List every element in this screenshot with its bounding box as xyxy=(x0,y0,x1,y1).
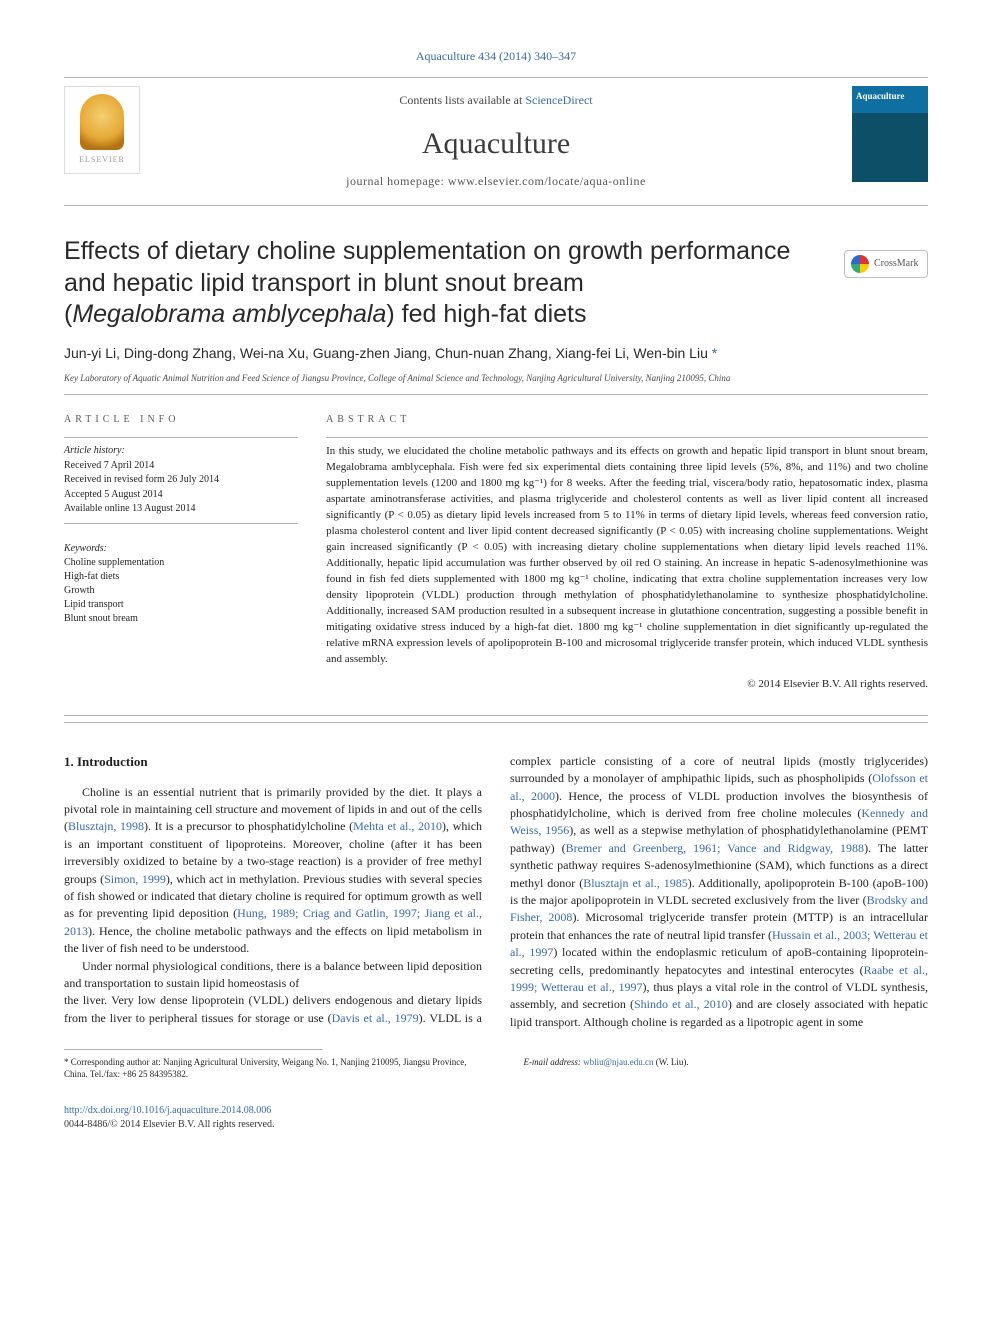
contents-line: Contents lists available at ScienceDirec… xyxy=(64,92,928,109)
citation-link[interactable]: Davis et al., 1979 xyxy=(332,1011,419,1025)
article-footer: http://dx.doi.org/10.1016/j.aquaculture.… xyxy=(64,1104,928,1132)
history-received: Received 7 April 2014 xyxy=(64,459,298,474)
history-label: Article history: xyxy=(64,444,298,459)
history-revised: Received in revised form 26 July 2014 xyxy=(64,473,298,488)
abstract-copyright: © 2014 Elsevier B.V. All rights reserved… xyxy=(326,677,928,692)
abstract-head: abstract xyxy=(326,413,928,427)
section-1-title: 1. Introduction xyxy=(64,753,482,772)
rule-double xyxy=(64,722,928,723)
history-online: Available online 13 August 2014 xyxy=(64,502,298,517)
title-line-2: and hepatic lipid transport in blunt sno… xyxy=(64,269,584,297)
affiliation: Key Laboratory of Aquatic Animal Nutriti… xyxy=(64,372,928,385)
crossmark-label: CrossMark xyxy=(874,257,918,271)
cover-caption: Aquaculture xyxy=(856,90,924,103)
crossmark-badge[interactable]: CrossMark xyxy=(844,250,928,278)
rule-abstract xyxy=(326,437,928,438)
journal-cover-thumb: Aquaculture xyxy=(852,86,928,182)
journal-homepage: journal homepage: www.elsevier.com/locat… xyxy=(64,173,928,190)
tree-icon xyxy=(80,94,124,150)
citation-link[interactable]: Simon, 1999 xyxy=(104,872,166,886)
keyword-item: Growth xyxy=(64,584,298,598)
title-line-3-suffix: ) fed high-fat diets xyxy=(386,300,586,328)
email-tail: (W. Liu). xyxy=(653,1057,688,1067)
keyword-item: Blunt snout bream xyxy=(64,612,298,626)
doi-link[interactable]: http://dx.doi.org/10.1016/j.aquaculture.… xyxy=(64,1105,271,1116)
keyword-item: Lipid transport xyxy=(64,598,298,612)
citation-link[interactable]: Blusztajn, 1998 xyxy=(68,819,144,833)
rule-top xyxy=(64,77,928,78)
citation-link[interactable]: Bremer and Greenberg, 1961; Vance and Ri… xyxy=(566,841,864,855)
homepage-url[interactable]: www.elsevier.com/locate/aqua-online xyxy=(448,174,646,188)
issn-copyright: 0044-8486/© 2014 Elsevier B.V. All right… xyxy=(64,1119,274,1130)
sciencedirect-link[interactable]: ScienceDirect xyxy=(525,93,592,107)
keyword-item: High-fat diets xyxy=(64,570,298,584)
footnotes: * Corresponding author at: Nanjing Agric… xyxy=(64,1056,928,1080)
rule-under-affil xyxy=(64,394,928,395)
body-p2: Under normal physiological conditions, t… xyxy=(64,958,482,993)
article-title: Effects of dietary choline supplementati… xyxy=(64,236,808,330)
crossmark-icon xyxy=(851,255,869,273)
author-list: Jun-yi Li, Ding-dong Zhang, Wei-na Xu, G… xyxy=(64,345,712,361)
keyword-item: Choline supplementation xyxy=(64,556,298,570)
homepage-prefix: journal homepage: xyxy=(346,174,448,188)
body-text: 1. Introduction Choline is an essential … xyxy=(64,753,928,1031)
publisher-name: ELSEVIER xyxy=(79,154,125,165)
citation-link[interactable]: Mehta et al., 2010 xyxy=(353,819,442,833)
body-p1: Choline is an essential nutrient that is… xyxy=(64,784,482,958)
history-accepted: Accepted 5 August 2014 xyxy=(64,488,298,503)
footnote-rule xyxy=(64,1049,323,1050)
rule-info-2 xyxy=(64,523,298,524)
rule-info-1 xyxy=(64,437,298,438)
journal-title: Aquaculture xyxy=(64,123,928,165)
citation-link[interactable]: Blusztajn et al., 1985 xyxy=(583,876,687,890)
corresponding-marker[interactable]: * xyxy=(712,345,717,361)
abstract-body: In this study, we elucidated the choline… xyxy=(326,444,928,667)
article-info-head: article info xyxy=(64,413,298,427)
rule-pre-body xyxy=(64,715,928,716)
footnote-corresponding: Corresponding author at: Nanjing Agricul… xyxy=(64,1057,466,1079)
contents-prefix: Contents lists available at xyxy=(399,93,525,107)
title-species: Megalobrama amblycephala xyxy=(72,300,386,328)
citation-link[interactable]: Shindo et al., 2010 xyxy=(634,997,728,1011)
elsevier-logo: ELSEVIER xyxy=(64,86,140,174)
keywords-label: Keywords: xyxy=(64,542,298,556)
rule-header-bottom xyxy=(64,205,928,206)
email-link[interactable]: wbliu@njau.edu.cn xyxy=(583,1057,653,1067)
email-label: E-mail address: xyxy=(524,1057,584,1067)
title-line-1: Effects of dietary choline supplementati… xyxy=(64,237,790,265)
authors: Jun-yi Li, Ding-dong Zhang, Wei-na Xu, G… xyxy=(64,344,928,364)
journal-ref: Aquaculture 434 (2014) 340–347 xyxy=(64,48,928,65)
